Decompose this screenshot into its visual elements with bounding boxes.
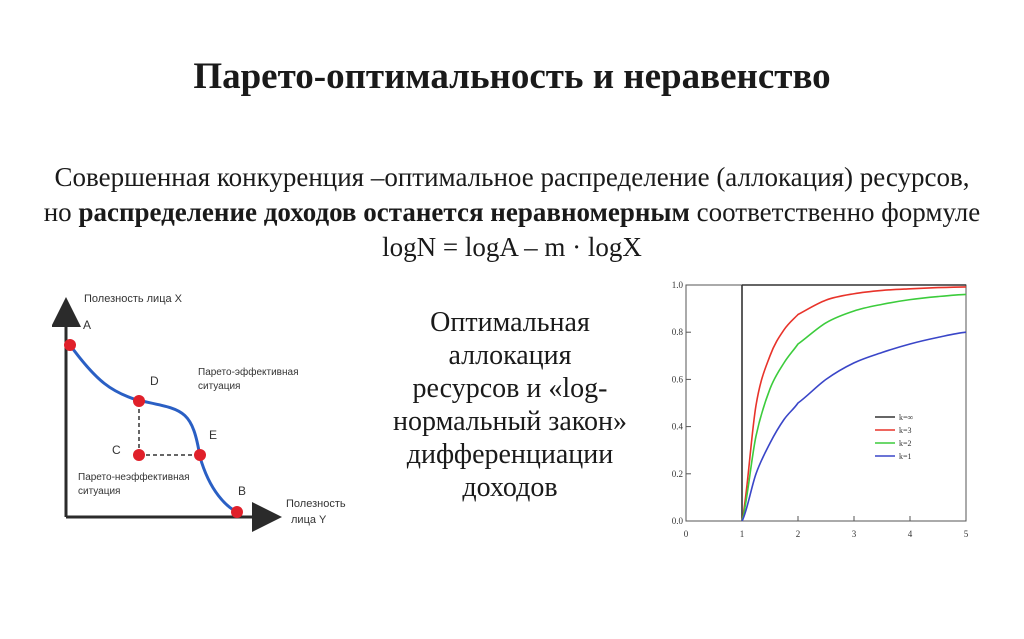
inefficient-label-line: ситуация (78, 486, 120, 497)
x-tick-label: 0 (684, 529, 689, 539)
x-axis-label-line: лица Y (291, 514, 327, 526)
inefficient-label: Парето-неэффективная ситуация (78, 471, 192, 497)
label-c: C (112, 443, 121, 457)
x-tick-label: 5 (964, 529, 969, 539)
efficient-label: Парето-эффективная ситуация (198, 366, 301, 392)
y-tick-label: 0.2 (672, 469, 683, 479)
efficient-label-line: ситуация (198, 381, 240, 392)
x-tick-label: 4 (908, 529, 913, 539)
x-axis-label: Полезность лица Y (286, 498, 349, 526)
series-line-2 (741, 293, 967, 522)
middle-text-line: Оптимальная (430, 307, 590, 338)
x-axis-label-line: Полезность (286, 498, 346, 510)
paragraph-part1: Совершенная конкуренция –оптимальное рас… (43, 162, 970, 227)
paragraph-formula: соответственно формуле logN = logA – m ·… (382, 197, 981, 262)
slide-title: Парето-оптимальность и неравенство (193, 56, 831, 97)
point-d (133, 395, 145, 407)
point-a (64, 339, 76, 351)
middle-text-line: нормальный закон» (393, 406, 627, 437)
series-line-1 (741, 286, 967, 522)
y-tick-label: 0.4 (672, 422, 684, 432)
x-tick-label: 3 (852, 529, 857, 539)
y-tick-label: 0.0 (672, 516, 684, 526)
paragraph-bold: распределение доходов останется неравном… (78, 197, 690, 227)
main-paragraph: Совершенная конкуренция –оптимальное рас… (40, 160, 984, 265)
legend-label: k=3 (899, 426, 912, 435)
middle-text-line: доходов (462, 472, 558, 503)
label-e: E (209, 428, 217, 442)
y-tick-label: 0.6 (672, 374, 684, 384)
middle-text: Оптимальная аллокация ресурсов и «log- н… (360, 306, 660, 504)
middle-text-line: дифференциации (406, 439, 614, 470)
efficient-label-line: Парето-эффективная (198, 366, 298, 378)
x-tick-label: 1 (740, 529, 745, 539)
point-b (231, 506, 243, 518)
series-line-3 (741, 331, 967, 522)
pareto-frontier-curve (68, 344, 238, 514)
pareto-diagram: Полезность лица X Полезность лица Y A D … (52, 293, 349, 532)
inefficient-label-line: Парето-неэффективная (78, 471, 190, 483)
legend-label: k=∞ (899, 413, 914, 422)
cdf-chart: 0 1 2 3 4 5 0.0 0.2 0.4 0.6 0.8 1.0 k=∞ k=3 k=2 k=1 (672, 280, 969, 539)
label-b: B (238, 484, 246, 498)
y-axis-label: Полезность лица X (84, 293, 183, 305)
middle-text-line: ресурсов и «log- (412, 373, 608, 404)
point-e (194, 449, 206, 461)
label-d: D (150, 374, 159, 388)
y-tick-label: 0.8 (672, 327, 684, 337)
x-tick-label: 2 (796, 529, 801, 539)
legend-label: k=1 (899, 452, 912, 461)
legend-label: k=2 (899, 439, 912, 448)
plot-frame (685, 284, 967, 522)
middle-text-line: аллокация (448, 340, 572, 371)
point-c (133, 449, 145, 461)
y-tick-label: 1.0 (672, 280, 684, 290)
label-a: A (83, 318, 91, 332)
